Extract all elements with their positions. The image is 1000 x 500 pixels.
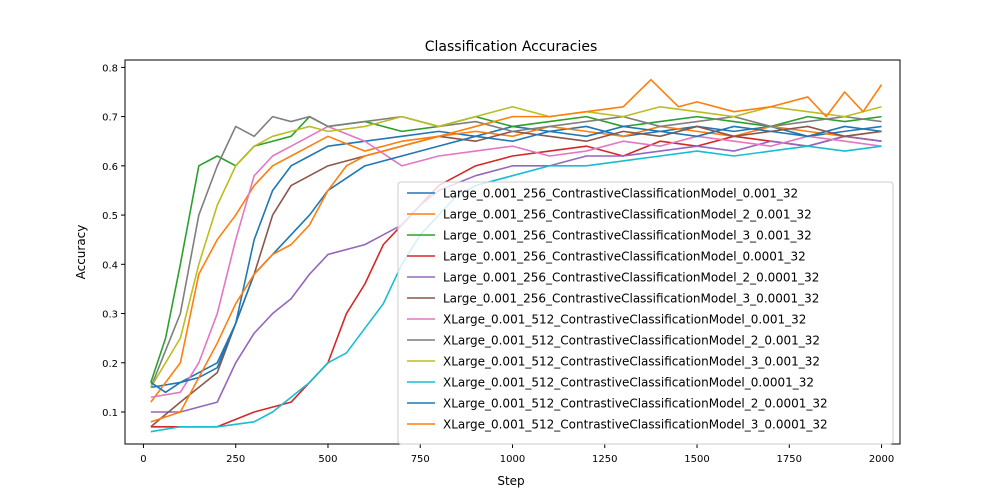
- legend-label: Large_0.001_256_ContrastiveClassificatio…: [443, 208, 812, 222]
- x-tick-label: 1250: [592, 454, 617, 465]
- legend-label: XLarge_0.001_512_ContrastiveClassificati…: [443, 355, 820, 369]
- chart-title: Classification Accuracies: [425, 39, 598, 55]
- y-tick-label: 0.6: [102, 162, 118, 173]
- series-line-12: [150, 78, 883, 423]
- legend: Large_0.001_256_ContrastiveClassificatio…: [397, 181, 894, 445]
- legend-label: Large_0.001_256_ContrastiveClassificatio…: [443, 229, 812, 243]
- legend-label: XLarge_0.001_512_ContrastiveClassificati…: [443, 418, 828, 432]
- x-tick-label: 2000: [869, 454, 894, 465]
- y-axis: 0.1 0.2 0.3 0.4 0.5 0.6 0.7 0.8: [102, 63, 125, 419]
- y-tick-label: 0.5: [102, 211, 118, 222]
- x-tick-label: 500: [318, 454, 337, 465]
- y-tick-label: 0.2: [102, 359, 118, 370]
- y-tick-label: 0.1: [102, 408, 118, 419]
- x-tick-label: 750: [411, 454, 430, 465]
- series-line-9: [150, 105, 882, 388]
- x-tick-label: 250: [226, 454, 245, 465]
- x-axis: 0 250 500 750 1000 1250 1500 1750 2000: [140, 444, 894, 465]
- legend-label: XLarge_0.001_512_ContrastiveClassificati…: [443, 376, 814, 390]
- x-tick-label: 1750: [777, 454, 802, 465]
- x-tick-label: 0: [140, 454, 146, 465]
- series-line-11: [150, 125, 882, 394]
- y-tick-label: 0.4: [102, 260, 118, 271]
- y-axis-label: Accuracy: [74, 225, 88, 280]
- y-tick-label: 0.3: [102, 310, 118, 321]
- legend-label: Large_0.001_256_ContrastiveClassificatio…: [443, 292, 819, 306]
- legend-label: Large_0.001_256_ContrastiveClassificatio…: [443, 271, 819, 285]
- x-tick-label: 1000: [500, 454, 525, 465]
- legend-label: XLarge_0.001_512_ContrastiveClassificati…: [443, 313, 806, 327]
- legend-label: Large_0.001_256_ContrastiveClassificatio…: [443, 250, 806, 264]
- legend-label: XLarge_0.001_512_ContrastiveClassificati…: [443, 334, 820, 348]
- series-line-7: [150, 125, 882, 399]
- legend-label: XLarge_0.001_512_ContrastiveClassificati…: [443, 397, 828, 411]
- legend-box: [397, 181, 894, 445]
- y-tick-label: 0.8: [102, 63, 118, 74]
- legend-label: Large_0.001_256_ContrastiveClassificatio…: [443, 187, 798, 201]
- x-axis-label: Step: [497, 474, 524, 488]
- x-tick-label: 1500: [684, 454, 709, 465]
- y-tick-label: 0.7: [102, 113, 118, 124]
